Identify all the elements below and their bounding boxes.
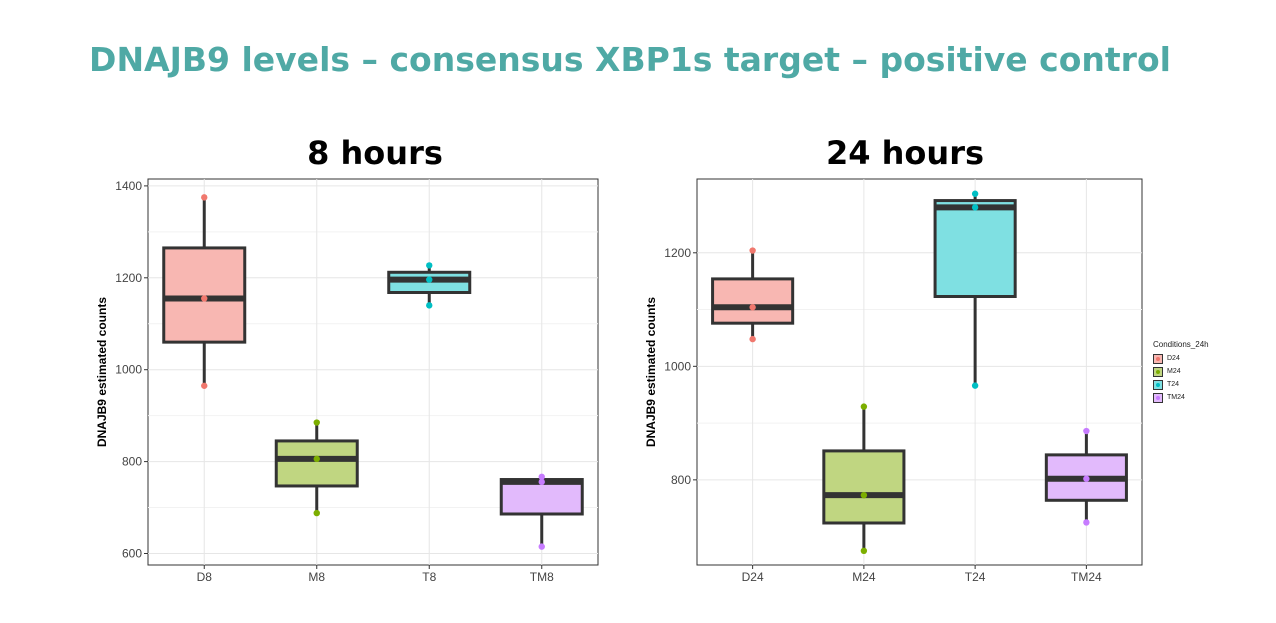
x-tick-label: T24: [965, 570, 986, 584]
data-point: [426, 262, 433, 269]
y-tick-label: 1400: [115, 179, 142, 193]
legend: Conditions_24h D24 M24 T24 TM24: [1153, 340, 1209, 404]
data-point: [313, 455, 320, 463]
y-axis-label: DNAJB9 estimated counts: [644, 297, 658, 447]
legend-label: D24: [1167, 355, 1180, 362]
y-tick-label: 800: [671, 473, 691, 487]
data-point: [538, 478, 545, 486]
data-point: [313, 419, 320, 426]
data-point: [1083, 519, 1090, 526]
legend-item-tm24: TM24: [1153, 391, 1209, 404]
data-point: [971, 204, 979, 211]
data-point: [749, 247, 756, 254]
y-tick-label: 800: [122, 455, 142, 469]
box-m8: [274, 439, 359, 488]
x-tick-label: M24: [852, 570, 876, 584]
legend-title: Conditions_24h: [1153, 340, 1209, 349]
box-d8: [162, 246, 247, 344]
data-point: [201, 194, 208, 201]
slide-title: DNAJB9 levels – consensus XBP1s target –…: [89, 40, 1171, 79]
data-point: [426, 276, 433, 283]
legend-label: TM24: [1167, 394, 1185, 401]
y-axis-label: DNAJB9 estimated counts: [95, 297, 109, 447]
legend-key-m24: [1153, 366, 1163, 377]
y-tick-label: 1200: [664, 246, 691, 260]
plot-panel: [696, 178, 1143, 566]
box-t24: [933, 199, 1017, 299]
data-point: [749, 335, 756, 343]
x-tick-label: TM24: [1071, 570, 1102, 584]
data-point: [1083, 475, 1090, 482]
data-point: [201, 295, 208, 302]
legend-key-tm24: [1153, 392, 1163, 403]
data-point: [971, 382, 979, 389]
boxplot-8-hours: 600 800 1000 1200 1400 D8 M8 T8 TM8 DNAJB9 estima…: [95, 178, 599, 584]
data-point: [1083, 427, 1090, 435]
data-point: [860, 547, 868, 555]
x-tick-label: TM8: [530, 570, 554, 584]
x-tick-label: D8: [197, 570, 213, 584]
legend-item-d24: D24: [1153, 352, 1209, 365]
legend-label: T24: [1167, 381, 1180, 388]
y-tick-label: 1000: [115, 363, 142, 377]
y-tick-label: 1000: [664, 359, 691, 373]
legend-label: M24: [1167, 368, 1181, 375]
x-tick-label: M8: [308, 570, 325, 584]
legend-item-t24: T24: [1153, 378, 1209, 391]
box-d24: [711, 277, 795, 325]
y-tick-label: 600: [122, 547, 142, 561]
x-tick-label: D24: [742, 570, 764, 584]
panel-title-8-hours: 8 hours: [307, 134, 443, 172]
data-point: [538, 473, 545, 480]
data-point: [201, 382, 208, 389]
legend-key-t24: [1153, 379, 1163, 390]
data-point: [538, 543, 545, 550]
data-point: [971, 190, 979, 197]
legend-key-d24: [1153, 353, 1163, 364]
data-point: [426, 302, 433, 309]
data-point: [860, 491, 868, 499]
panel-title-24-hours: 24 hours: [825, 134, 985, 172]
data-point: [860, 403, 868, 410]
x-tick-label: T8: [422, 570, 436, 584]
data-point: [749, 304, 756, 311]
data-point: [313, 509, 320, 517]
y-tick-label: 1200: [115, 271, 142, 285]
box-m24: [822, 449, 906, 525]
legend-item-m24: M24: [1153, 365, 1209, 378]
